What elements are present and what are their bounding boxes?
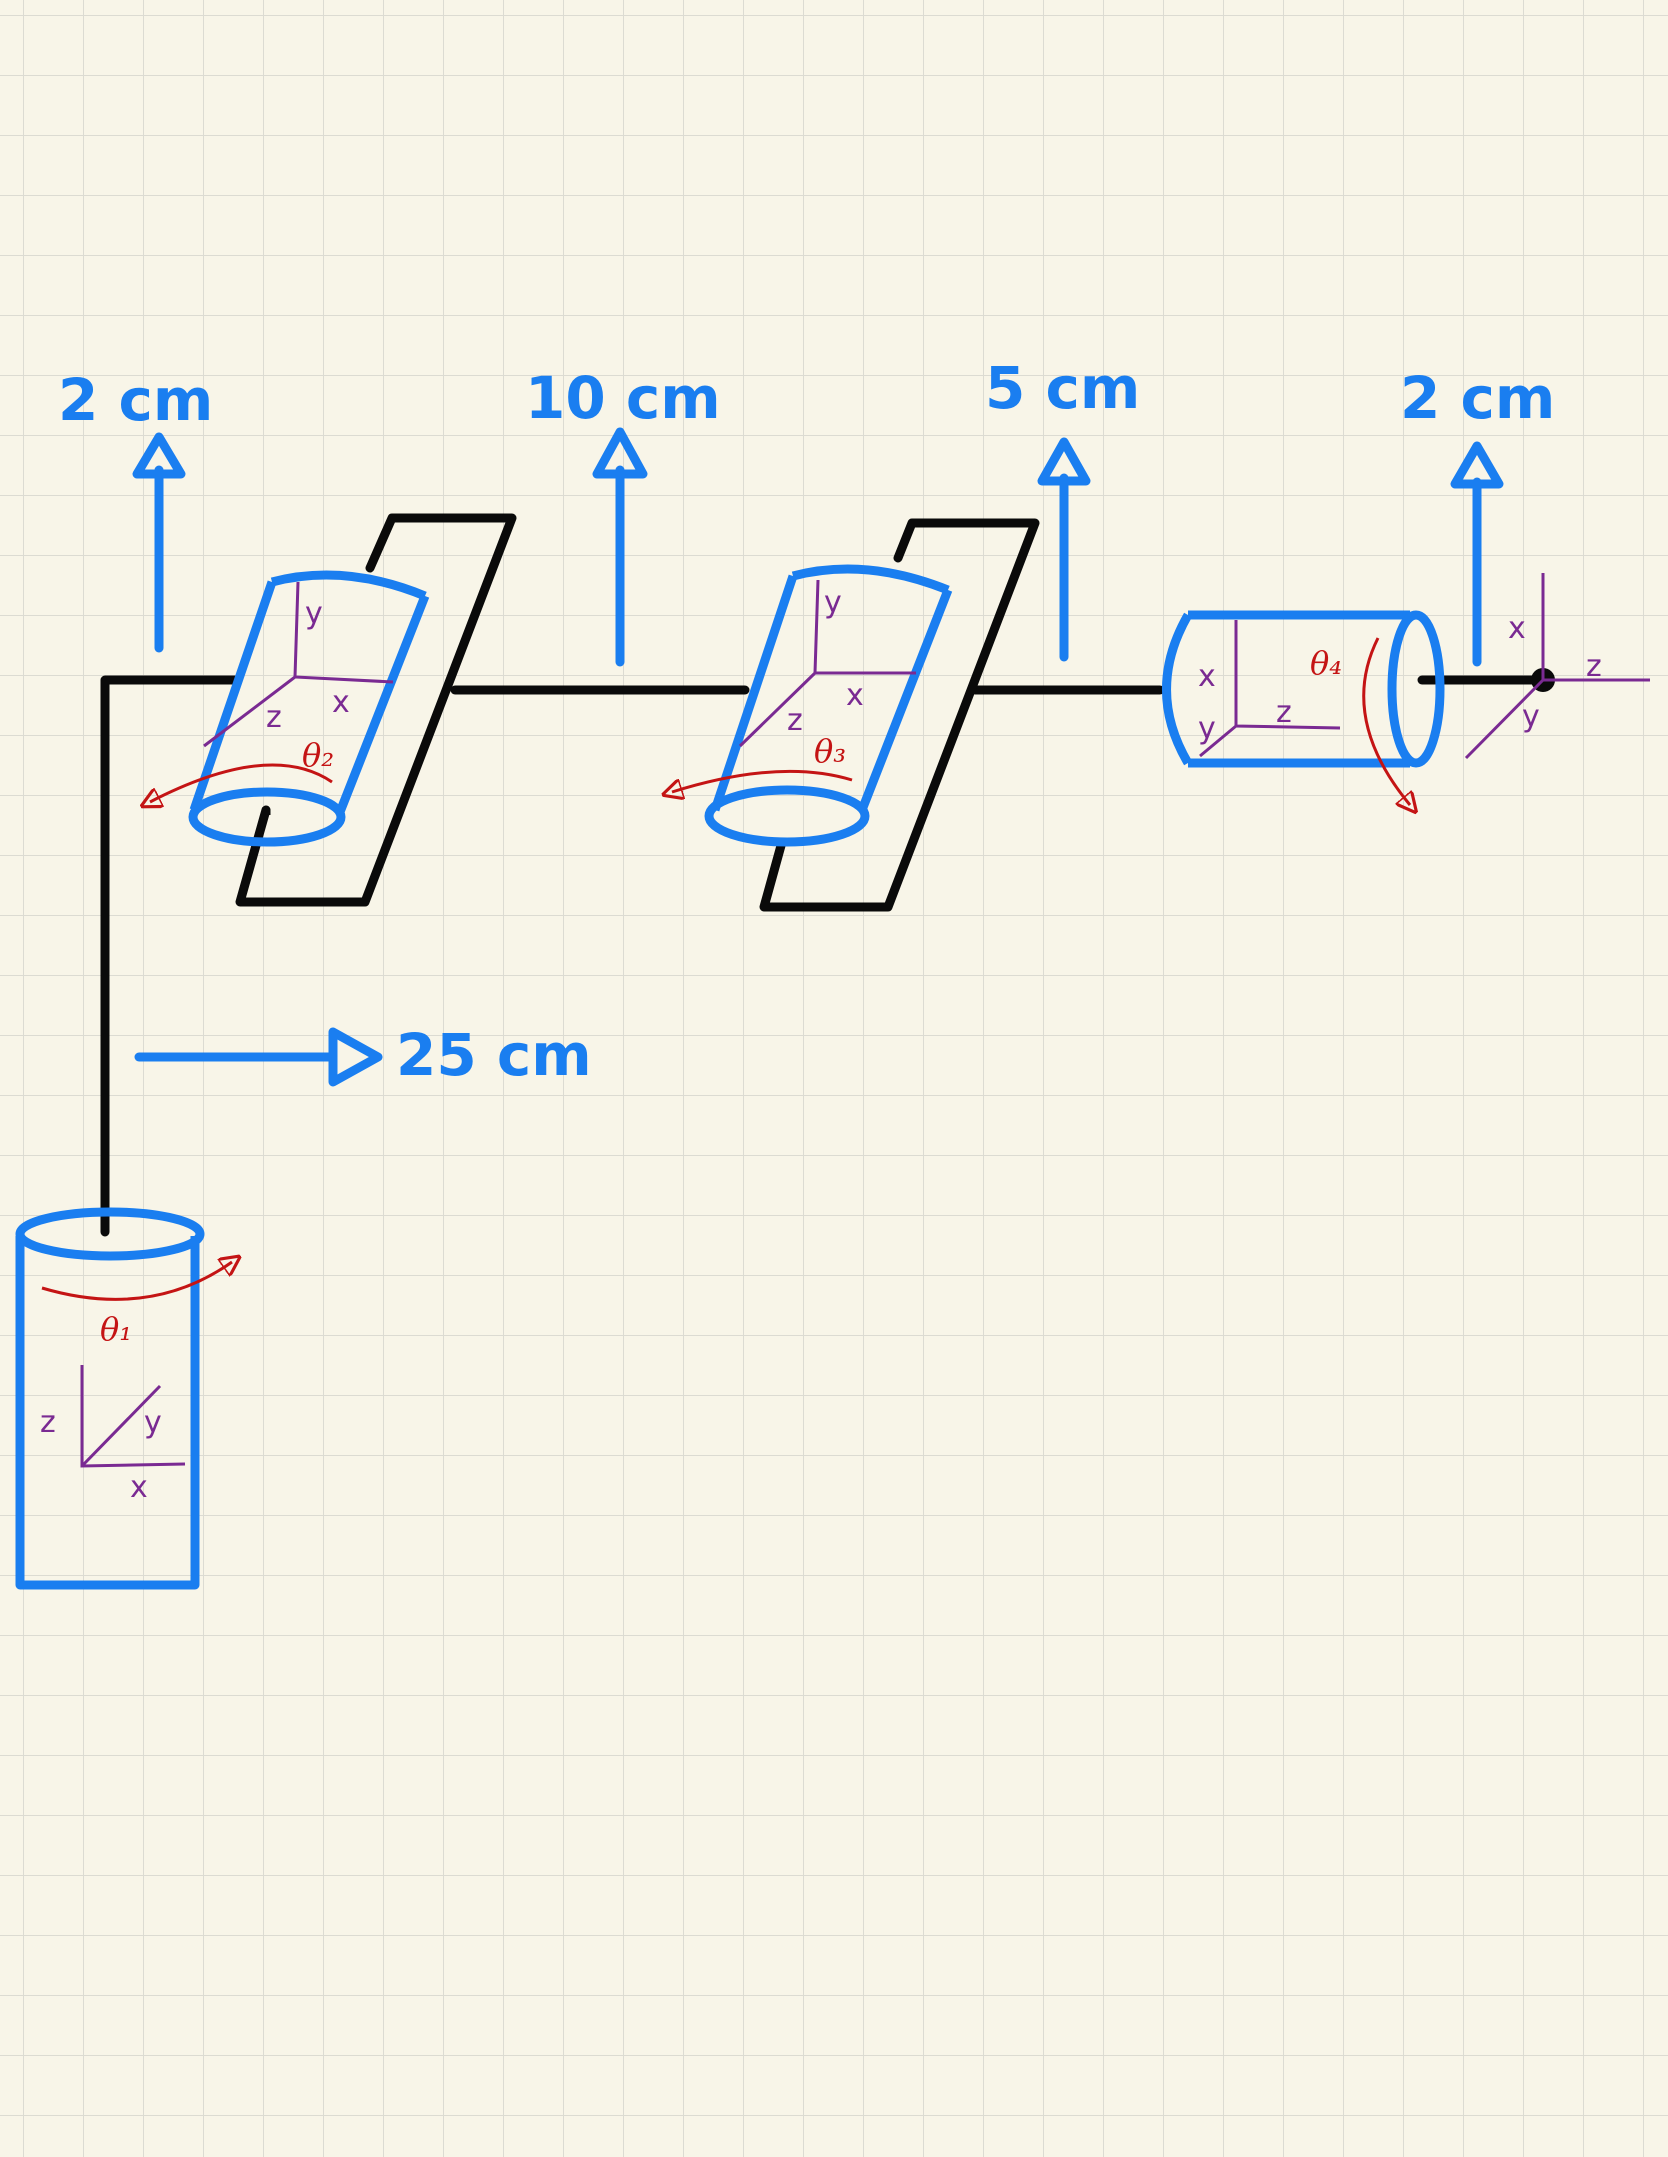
base-axis-y: y — [144, 1405, 162, 1440]
j2-axis-x: x — [332, 685, 350, 720]
j3-axis-x: x — [846, 678, 864, 713]
theta2-arrow — [150, 763, 333, 802]
dim-label-4: 2 cm — [1400, 364, 1555, 432]
rotation-arrows — [41, 637, 1410, 1301]
base-cylinder — [15, 1207, 205, 1590]
dim-label-2: 10 cm — [525, 364, 721, 432]
joint-4-cylinder — [1162, 610, 1445, 768]
dim-label-5: 25 cm — [396, 1021, 592, 1089]
joint-2-cylinder — [188, 570, 430, 847]
links — [100, 513, 1545, 1237]
theta1-arrow — [41, 1262, 232, 1301]
base-axis-x: x — [130, 1470, 148, 1505]
theta4-label: θ₄ — [1310, 644, 1342, 682]
ee-axis-z: z — [1586, 649, 1602, 684]
dimension-arrows — [132, 427, 1504, 1087]
j4-axis-x: x — [1198, 659, 1216, 694]
j3-axis-z: z — [787, 703, 803, 738]
dim-label-1: 2 cm — [58, 366, 213, 434]
joint-3-cylinder — [704, 564, 953, 847]
j2-axis-y: y — [305, 596, 323, 631]
dim-label-3: 5 cm — [985, 354, 1140, 422]
base-axis-z: z — [40, 1405, 56, 1440]
ee-axis-x: x — [1508, 611, 1526, 646]
theta2-label: θ₂ — [302, 736, 334, 774]
j3-axis-y: y — [824, 585, 842, 620]
ee-axis-y: y — [1522, 699, 1540, 734]
theta4-arrow — [1362, 637, 1410, 805]
theta3-label: θ₃ — [814, 732, 846, 770]
j2-axis-z: z — [266, 700, 282, 735]
frames — [80, 573, 1650, 1468]
j4-axis-z: z — [1276, 695, 1292, 730]
base-link — [100, 675, 240, 1237]
bracket-3 — [759, 518, 1040, 912]
theta1-label: θ₁ — [100, 1310, 132, 1348]
theta3-arrow — [672, 769, 853, 792]
j4-axis-y: y — [1198, 711, 1216, 746]
bracket-2 — [235, 513, 517, 907]
